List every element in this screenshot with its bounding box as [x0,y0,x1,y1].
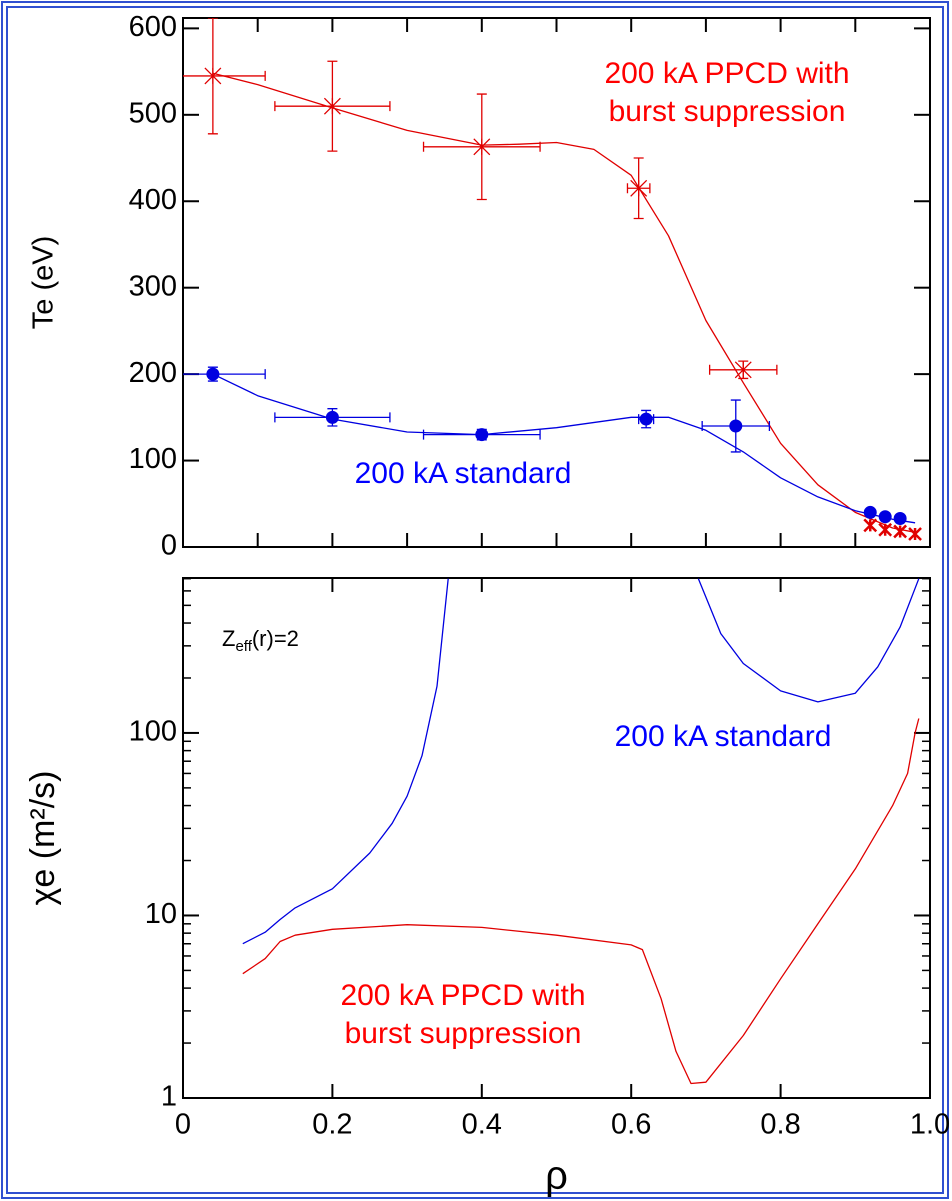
note: Zeff(r)=2 [222,626,299,655]
annotation: 200 kA PPCD with [604,57,849,90]
y-tick-label: 500 [129,97,177,129]
y-tick-label: 400 [129,184,177,216]
fit-line [212,373,916,524]
x-tick-label: 0 [175,1109,191,1141]
data-point [863,518,878,533]
data-point [878,522,893,537]
annotation: 200 kA standard [355,457,572,490]
data-point [325,410,339,424]
x-tick-label: 0.6 [611,1109,651,1141]
fit-line [212,72,916,533]
data-point [878,510,892,524]
x-tick-label: 1.0 [910,1109,950,1141]
note-base: Z [222,626,235,651]
x-axis-label: ρ [545,1154,568,1198]
y-tick-label: 0 [161,530,177,562]
y-tick-label: 300 [129,270,177,302]
y-tick-label: 1 [161,1081,177,1113]
x-tick-label: 0.4 [462,1109,502,1141]
data-point [729,419,743,433]
y-tick-label: 600 [129,11,177,43]
fit-line [242,578,920,945]
data-point [630,179,648,197]
data-point [639,412,653,426]
annotation: 200 kA PPCD with [340,979,585,1012]
data-point [734,361,752,379]
data-point [206,367,220,381]
data-point [893,524,908,539]
y-tick-label: 100 [129,443,177,475]
data-point [863,505,877,519]
data-point [473,138,491,156]
y-tick-label: 10 [145,898,177,930]
note-rest: (r)=2 [252,626,299,651]
data-point [323,97,341,115]
y-axis-label: χe (m²/s) [24,771,62,906]
frame-inner [6,6,944,1194]
fit-line [242,718,920,1085]
x-tick-label: 0.2 [312,1109,352,1141]
annotation: 200 kA standard [615,720,832,753]
plot-layer [183,18,922,541]
data-point [475,428,489,442]
data-point [908,527,922,541]
note-sub: eff [235,638,252,655]
plot-area [182,577,931,1099]
annotation: burst suppression [609,95,846,128]
annotation: burst suppression [345,1017,582,1050]
data-point [204,67,222,85]
x-tick-label: 0.8 [760,1109,800,1141]
y-tick-label: 100 [129,716,177,748]
plot-layer [242,578,920,1085]
y-tick-label: 200 [129,357,177,389]
y-axis-label: Te (eV) [28,236,60,329]
data-point [893,511,907,525]
